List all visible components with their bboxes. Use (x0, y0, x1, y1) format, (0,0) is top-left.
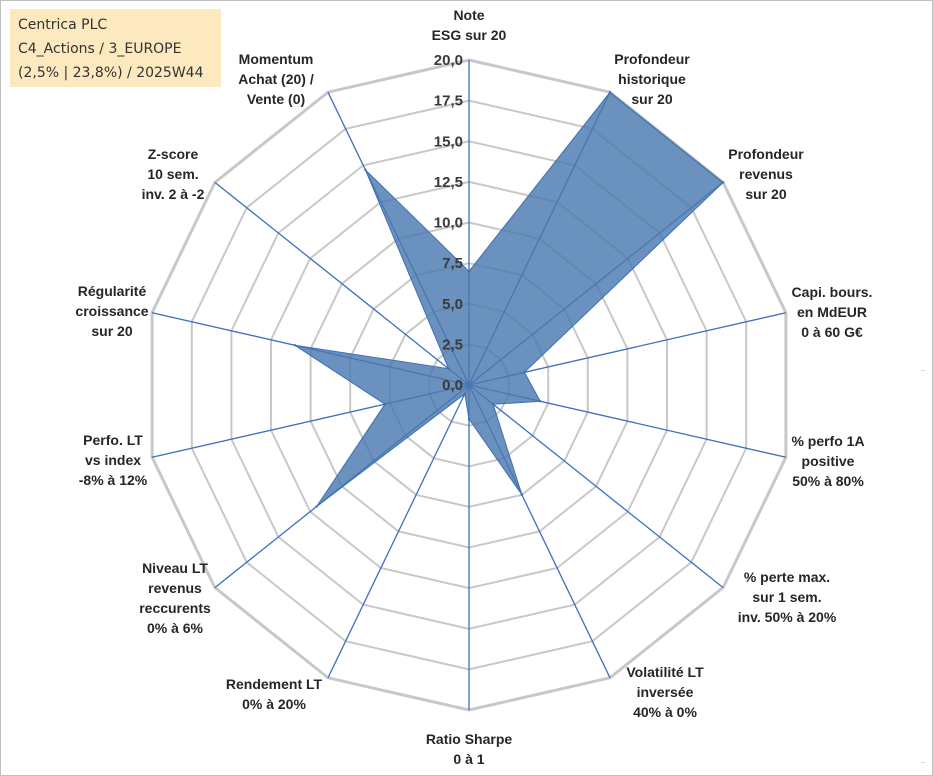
axis-label-line: revenus (148, 580, 202, 596)
axis-label: Rendement LT 0% à 20% (226, 676, 323, 712)
axis-label-line: sur 20 (91, 323, 132, 339)
data-point (467, 270, 471, 273)
tick-label: 2,5 (442, 336, 463, 353)
tick-label: 17,5 (434, 93, 463, 110)
tick-label: 15,0 (434, 133, 463, 150)
axis-label-line: vs index (85, 452, 141, 468)
data-point (364, 168, 367, 171)
axis-label-line: Niveau LT (142, 560, 208, 576)
data-point (463, 392, 466, 395)
axis-label: Profondeur historique sur 20 (614, 51, 690, 107)
info-company: Centrica PLC (18, 17, 108, 33)
axis-label-line: reccurents (139, 600, 211, 616)
axis-label-line: Profondeur (728, 146, 804, 162)
tick-label: 20,0 (434, 52, 463, 69)
axis-label-line: Achat (20) / (238, 71, 314, 87)
spoke-line (468, 384, 724, 589)
axis-label-line: -8% à 12% (79, 472, 148, 488)
axis-label-line: Volatilité LT (626, 664, 704, 680)
axis-label-line: revenus (739, 166, 793, 182)
spoke-line (327, 384, 470, 679)
axis-label-line: 10 sem. (147, 166, 198, 182)
tick-label: 0,0 (442, 377, 463, 394)
axis-label-line: en MdEUR (797, 304, 867, 320)
axis-label-line: Capi. bours. (792, 284, 873, 300)
data-point (523, 371, 526, 374)
data-point (721, 181, 725, 184)
axis-label-line: % perte max. (744, 569, 830, 585)
data-point (315, 505, 318, 508)
data-point (520, 493, 524, 496)
axis-label-line: positive (802, 453, 855, 469)
axis-label-line: sur 1 sem. (752, 589, 821, 605)
right-edge-tick (921, 762, 925, 763)
spoke-line (214, 181, 470, 386)
axis-label: Z-score 10 sem. inv. 2 à -2 (142, 146, 205, 202)
tick-label: 10,0 (434, 215, 463, 232)
axis-label-line: inversée (637, 684, 694, 700)
axis-label-line: Z-score (148, 146, 199, 162)
axis-label-line: 40% à 0% (633, 704, 697, 720)
info-box: Centrica PLC C4_Actions / 3_EUROPE (2,5%… (10, 9, 221, 87)
axis-label: Capi. bours. en MdEUR 0 à 60 G€ (792, 284, 873, 340)
axis-label: Régularité croissance sur 20 (75, 283, 148, 339)
axis-label-line: ESG sur 20 (432, 27, 507, 43)
data-point (539, 400, 542, 403)
axis-label-line: 0% à 6% (147, 620, 204, 636)
axis-label: Profondeur revenus sur 20 (728, 146, 804, 202)
data-point (491, 403, 495, 406)
data-point (383, 403, 387, 406)
axis-label: Momentum Achat (20) / Vente (0) (238, 51, 314, 107)
axis-label-line: croissance (75, 303, 148, 319)
axis-label: Ratio Sharpe 0 à 1 (426, 731, 513, 767)
axis-label: Niveau LT revenus reccurents 0% à 6% (139, 560, 211, 636)
axis-label-line: Rendement LT (226, 676, 323, 692)
axis-label: Volatilité LT inversée 40% à 0% (626, 664, 704, 720)
axis-labels: Note ESG sur 20 Profondeur historique sur 20… (75, 7, 872, 767)
axis-label-line: inv. 50% à 20% (738, 609, 837, 625)
axis-label-line: inv. 2 à -2 (142, 186, 205, 202)
axis-label-line: 0 à 1 (453, 751, 484, 767)
series-layer (293, 91, 725, 508)
axis-label: % perfo 1A positive 50% à 80% (791, 433, 864, 489)
axis-label-line: 50% à 80% (792, 473, 864, 489)
axis-label-line: 0% à 20% (242, 696, 306, 712)
axis-label-line: 0 à 60 G€ (801, 324, 863, 340)
right-edge-tick (921, 370, 925, 371)
axis-label-line: Note (453, 7, 484, 23)
data-point (447, 367, 450, 370)
data-point (293, 344, 296, 347)
series-area (294, 91, 724, 507)
axis-label-line: Perfo. LT (83, 432, 143, 448)
axis-label-line: historique (618, 71, 686, 87)
tick-label: 7,5 (442, 255, 463, 272)
axis-label-line: sur 20 (631, 91, 672, 107)
axis-label-line: sur 20 (745, 186, 786, 202)
data-point (467, 417, 471, 421)
axis-label-line: Momentum (239, 51, 314, 67)
data-point (608, 91, 612, 94)
axis-label-line: Ratio Sharpe (426, 731, 513, 747)
info-category: C4_Actions / 3_EUROPE (18, 41, 182, 57)
axis-label-line: Vente (0) (247, 91, 305, 107)
axis-label-line: Profondeur (614, 51, 690, 67)
info-period: (2,5% | 23,8%) / 2025W44 (18, 65, 204, 81)
axis-label: % perte max. sur 1 sem. inv. 50% à 20% (738, 569, 837, 625)
tick-labels: 0,0 2,5 5,0 7,5 10,0 12,5 15,0 17,5 20,0 (434, 52, 463, 394)
axis-label-line: Régularité (78, 283, 147, 299)
axis-label: Note ESG sur 20 (432, 7, 507, 43)
axis-label-line: % perfo 1A (791, 433, 864, 449)
tick-label: 5,0 (442, 296, 463, 313)
axis-label: Perfo. LT vs index -8% à 12% (79, 432, 148, 488)
tick-label: 12,5 (434, 174, 463, 191)
